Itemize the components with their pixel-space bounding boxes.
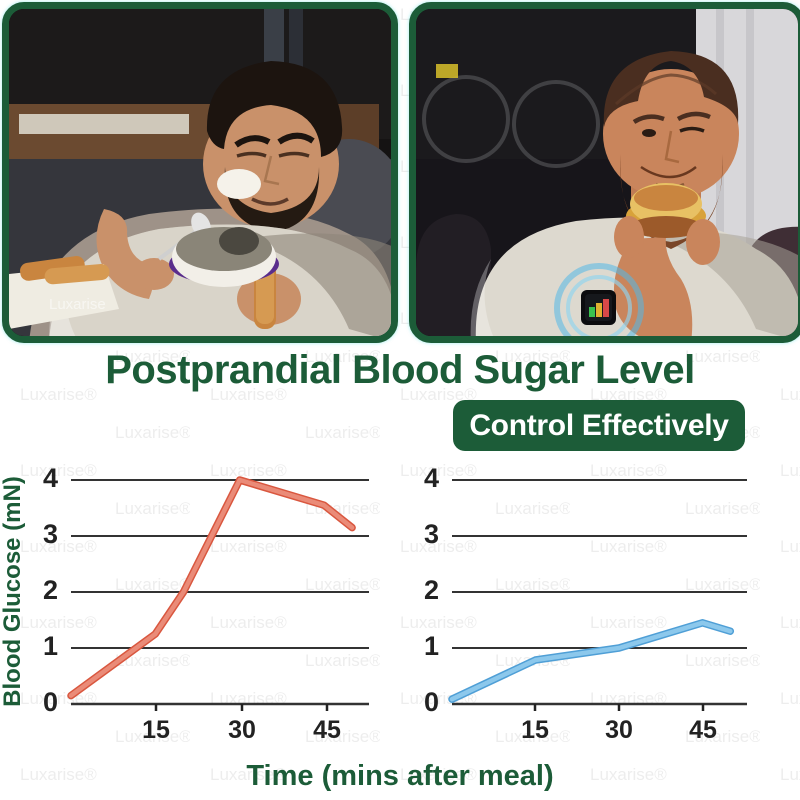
svg-text:3: 3 xyxy=(43,519,58,549)
svg-text:2: 2 xyxy=(424,575,439,605)
svg-text:45: 45 xyxy=(313,716,341,744)
svg-text:4: 4 xyxy=(424,463,439,493)
svg-text:2: 2 xyxy=(43,575,58,605)
svg-text:15: 15 xyxy=(521,716,549,744)
svg-text:45: 45 xyxy=(689,716,717,744)
svg-text:3: 3 xyxy=(424,519,439,549)
svg-text:30: 30 xyxy=(228,716,256,744)
svg-text:1: 1 xyxy=(43,631,58,661)
svg-text:15: 15 xyxy=(142,716,170,744)
svg-text:Luxarise: Luxarise xyxy=(49,296,106,313)
svg-text:Blood Glucose (mN): Blood Glucose (mN) xyxy=(0,476,26,707)
svg-text:1: 1 xyxy=(424,631,439,661)
svg-text:30: 30 xyxy=(605,716,633,744)
svg-text:4: 4 xyxy=(43,463,58,493)
svg-text:0: 0 xyxy=(43,687,58,717)
svg-text:0: 0 xyxy=(424,687,439,717)
